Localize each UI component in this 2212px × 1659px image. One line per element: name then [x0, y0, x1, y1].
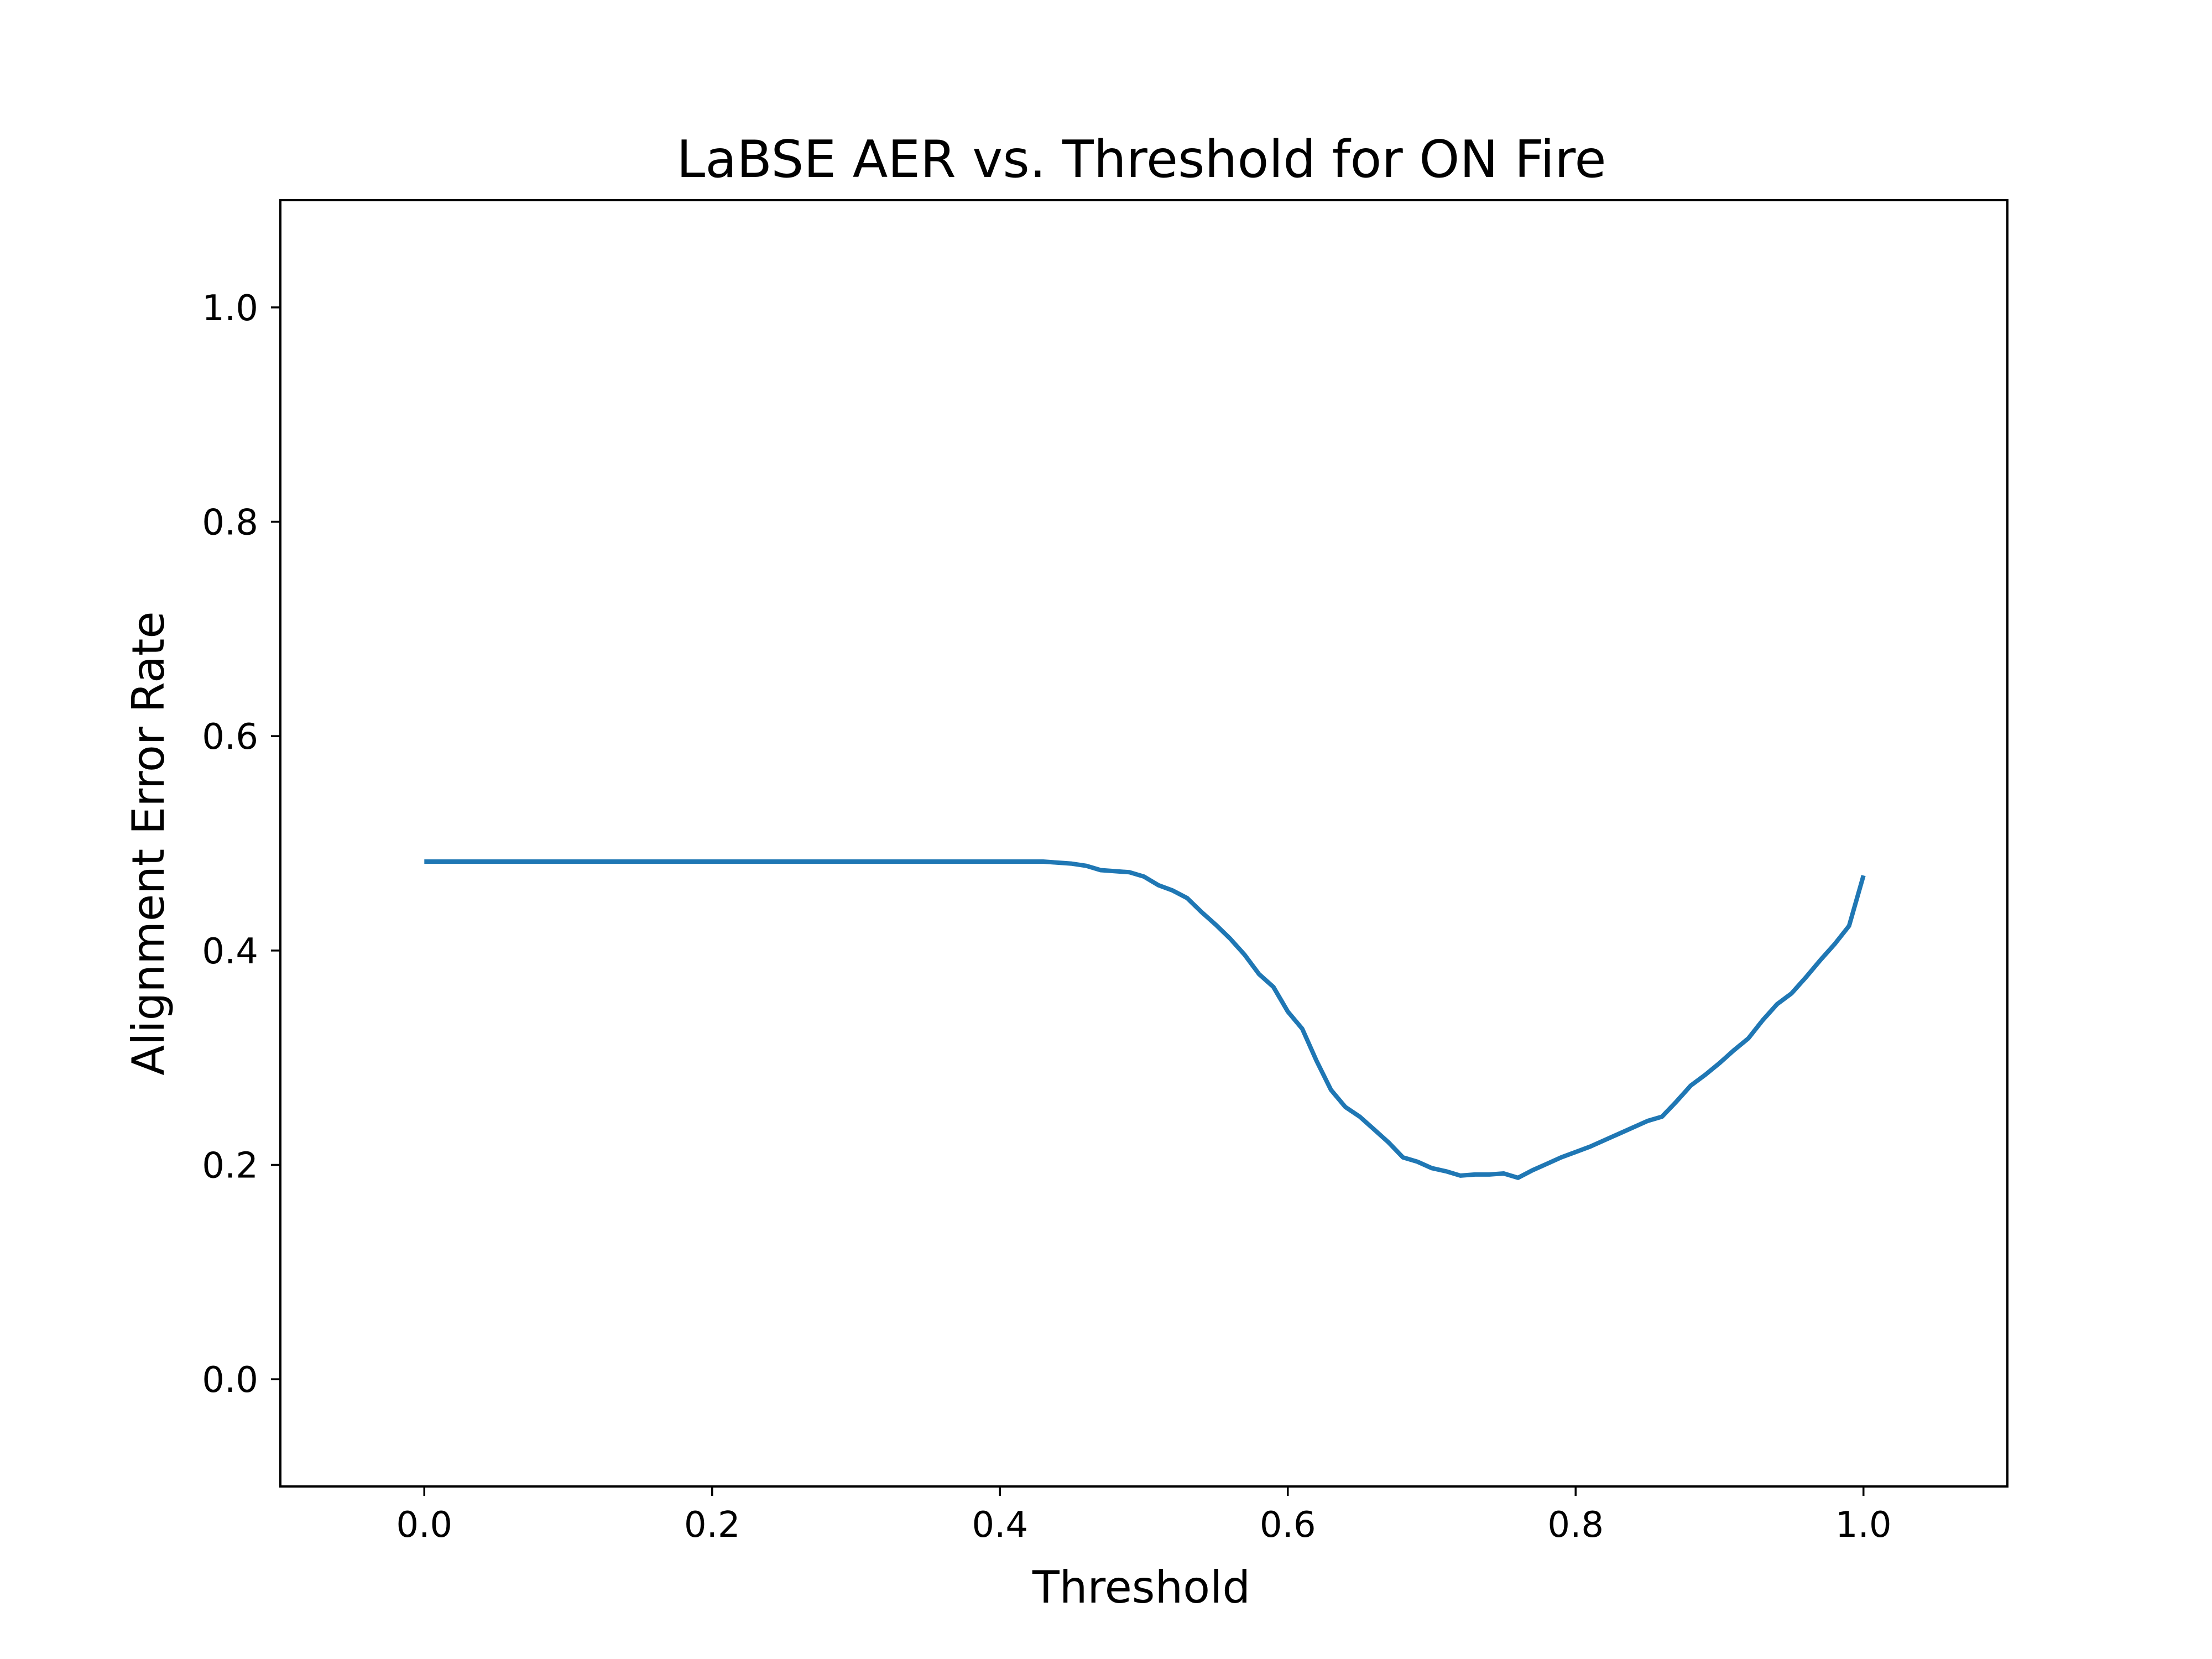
y-tick-label: 0.0	[202, 1360, 258, 1401]
y-tick-label: 0.2	[202, 1146, 258, 1187]
y-tick-label: 0.4	[202, 931, 258, 972]
x-tick-label: 0.6	[1260, 1505, 1316, 1546]
x-tick-label: 0.0	[396, 1505, 452, 1546]
y-axis-label: Alignment Error Rate	[123, 611, 174, 1075]
series-line	[424, 859, 1866, 1180]
x-axis-label: Threshold	[1032, 1562, 1250, 1613]
plot-area	[424, 859, 1866, 1180]
chart-title: LaBSE AER vs. Threshold for ON Fire	[676, 129, 1606, 189]
y-axis: 0.0 0.2 0.4 0.6 0.8 1.0	[202, 288, 280, 1401]
x-tick-label: 0.2	[684, 1505, 740, 1546]
y-tick-label: 1.0	[202, 288, 258, 329]
x-axis: 0.0 0.2 0.4 0.6 0.8 1.0	[396, 1486, 1892, 1546]
x-tick-label: 0.4	[972, 1505, 1028, 1546]
y-tick-label: 0.8	[202, 503, 258, 544]
x-tick-label: 0.8	[1547, 1505, 1604, 1546]
y-tick-label: 0.6	[202, 717, 258, 758]
plot-frame	[279, 199, 2008, 1488]
x-tick-label: 1.0	[1835, 1505, 1892, 1546]
